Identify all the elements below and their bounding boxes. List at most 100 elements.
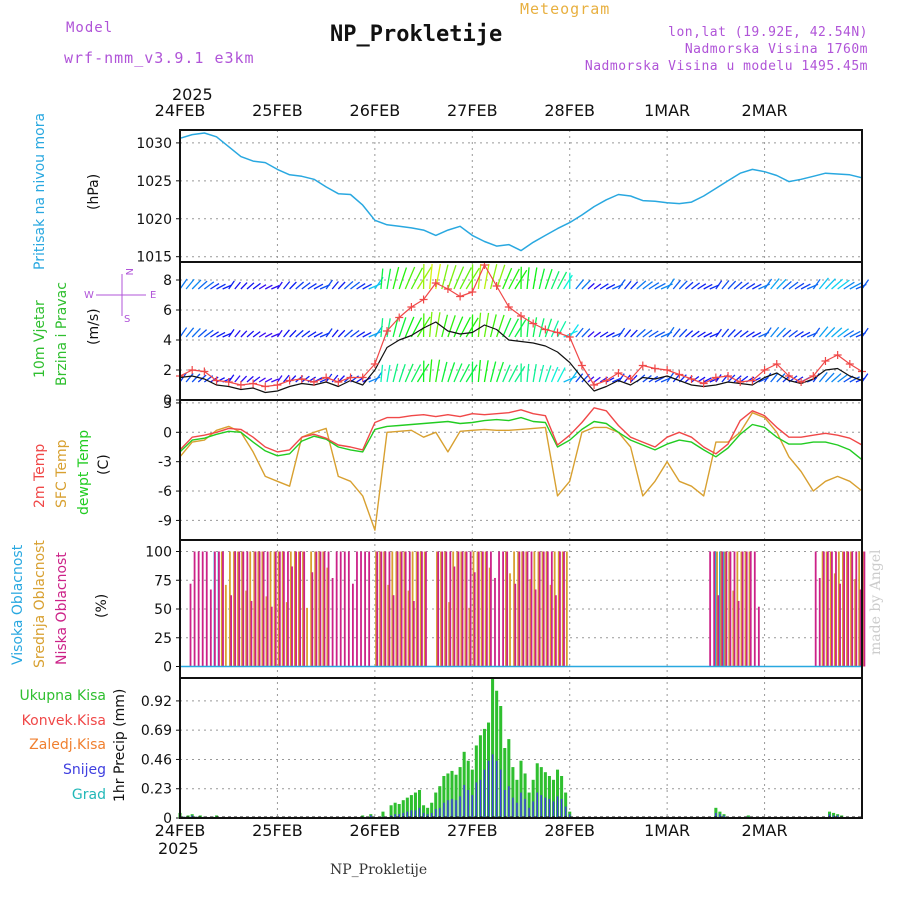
wind-vector — [271, 378, 279, 383]
wind-vector — [569, 370, 579, 383]
precip-total-bar — [535, 763, 539, 818]
wind-vector — [197, 280, 208, 290]
wind-vector — [398, 317, 407, 338]
wind-vector — [483, 263, 490, 290]
precip-total-bar — [401, 800, 405, 818]
wind-vector — [666, 326, 675, 338]
wind-vector — [703, 332, 713, 338]
temp-unit: (C) — [96, 454, 112, 475]
cloud-tick-label: 25 — [154, 631, 172, 647]
wind-gust-marker — [663, 366, 672, 374]
precip-total-bar — [393, 802, 397, 818]
wind-vector — [550, 270, 560, 290]
wind-tick-label: 2 — [163, 363, 172, 379]
wind-vector — [599, 331, 609, 338]
wind-label-2: Brzina i Pravac — [54, 282, 70, 386]
precip-total-bar — [519, 760, 523, 818]
precip-snow-bar — [402, 812, 405, 818]
wind-vector — [258, 332, 267, 338]
wind-vector — [222, 332, 232, 338]
pressure-tick-label: 1020 — [136, 212, 172, 228]
wind-gust-marker — [626, 375, 635, 383]
wind-gust-marker — [249, 379, 258, 388]
wind-vector — [831, 278, 844, 290]
wind-vector — [459, 267, 472, 290]
precip-label-hail: Grad — [72, 787, 106, 803]
bottom-tick-label: 26FEB — [350, 821, 401, 840]
wind-vector — [289, 281, 297, 290]
wind-vector — [410, 267, 424, 290]
wind-vector — [203, 329, 214, 338]
wind-gust-marker — [736, 378, 745, 386]
wind-vector — [818, 277, 829, 290]
precip-total-bar — [454, 774, 458, 818]
precip-total-bar — [470, 769, 474, 818]
wind-vector — [654, 376, 665, 383]
wind-vector — [538, 268, 546, 290]
wind-gust-marker — [236, 381, 245, 389]
wind-vector — [556, 367, 566, 383]
precip-total-bar — [523, 773, 527, 818]
top-year-label: 2025 — [172, 85, 213, 104]
wind-gust-marker — [334, 378, 343, 386]
precip-snow-bar — [459, 796, 461, 818]
precip-snow-bar — [422, 812, 425, 818]
precip-total-bar — [474, 745, 478, 818]
wind-vector — [544, 318, 553, 338]
pressure-label: Pritisak na nivou mora — [32, 113, 48, 270]
wind-vector — [240, 375, 248, 383]
precip-snow-bar — [491, 754, 494, 818]
wind-vector — [276, 329, 283, 338]
wind-vector — [179, 278, 188, 290]
wind-vector — [258, 377, 266, 383]
wind-vector — [818, 326, 829, 338]
precip-total-bar — [560, 776, 564, 818]
wind-tick-label: 6 — [163, 303, 172, 319]
precip-snow-bar — [430, 812, 433, 818]
wind-vector — [569, 324, 579, 338]
wind-vector — [246, 375, 254, 383]
top-tick-label: 24FEB — [155, 101, 206, 120]
wind-vector — [295, 281, 305, 290]
wind-vector — [691, 282, 701, 290]
wind-vector — [709, 377, 719, 383]
precip-total-bar — [413, 792, 417, 818]
wind-vector — [331, 329, 339, 338]
wind-vector — [356, 282, 366, 290]
wind-vector — [398, 363, 406, 383]
top-tick-label: 25FEB — [252, 101, 303, 120]
wind-vector — [715, 328, 722, 338]
precip-tick-label: 0.92 — [141, 694, 172, 710]
wind-vector — [630, 329, 638, 338]
precip-snow-bar — [418, 807, 421, 818]
precip-total-bar — [417, 790, 422, 818]
wind-vector — [514, 366, 526, 383]
precip-total-bar — [458, 767, 462, 818]
wind-vector — [222, 284, 232, 290]
wind-vector — [331, 281, 339, 290]
panel-frames — [179, 129, 863, 819]
temp-tick-label: 3 — [163, 396, 172, 412]
precip-snow-bar — [495, 760, 498, 818]
precip-total-bar — [495, 690, 499, 818]
data-layer — [176, 132, 870, 818]
wind-vector — [228, 328, 235, 338]
precip-snow-bar — [528, 807, 530, 818]
wind-vector — [697, 283, 707, 290]
wind-gust-marker — [541, 325, 550, 334]
wind-vector — [678, 328, 688, 338]
precip-total-bar — [515, 779, 519, 818]
wind-vector — [672, 373, 681, 383]
wind-vector — [465, 364, 478, 383]
precip-total-bar — [466, 760, 470, 818]
wind-vector — [812, 327, 821, 338]
wind-gust-marker — [383, 327, 392, 335]
wind-vector — [234, 375, 241, 383]
pressure-panel-frame — [179, 129, 863, 263]
wind-vector — [788, 329, 798, 338]
precip-total-bar — [547, 776, 551, 818]
wind-gust-marker — [833, 351, 842, 359]
wind-vector — [526, 363, 530, 383]
wind-vector — [691, 330, 700, 338]
